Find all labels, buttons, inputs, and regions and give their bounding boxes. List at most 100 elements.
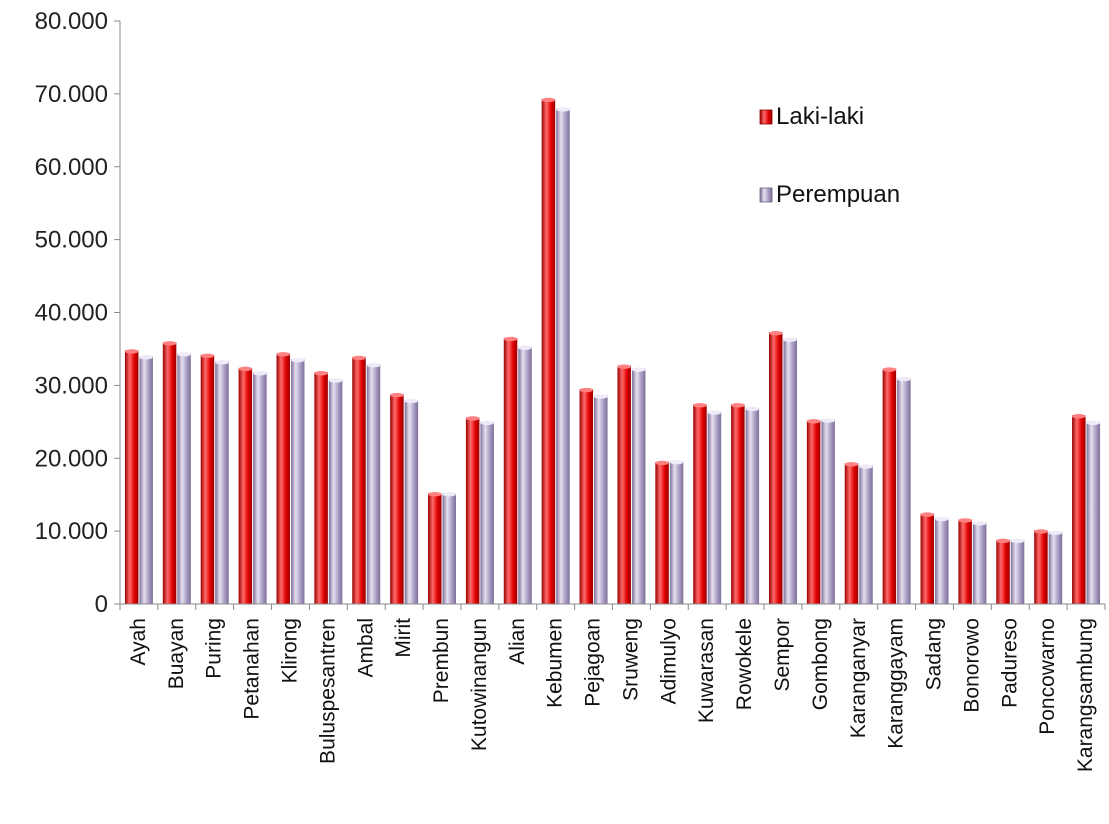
bar-laki-laki — [390, 394, 404, 604]
bar-laki-laki — [920, 513, 935, 604]
bar-perempuan — [821, 419, 835, 604]
legend: Laki-laki Perempuan — [759, 103, 900, 208]
bar-laki-laki — [693, 404, 707, 604]
bar-laki-laki — [314, 372, 328, 604]
x-tick-label: Pejagoan — [582, 618, 605, 707]
bar-laki-laki — [162, 342, 177, 604]
bar-laki-laki — [1034, 530, 1048, 604]
bar-laki-laki — [958, 519, 972, 604]
legend-label-perempuan: Perempuan — [776, 181, 900, 208]
bar-laki-laki — [731, 404, 745, 604]
x-tick-label: Poncowarno — [1036, 618, 1059, 735]
x-tick-label: Klirong — [278, 618, 301, 683]
x-tick-label: Buayan — [165, 618, 188, 689]
x-tick-label: Sadang — [923, 618, 946, 690]
bar-cap — [882, 367, 897, 372]
bar-cap — [290, 357, 305, 363]
bar-cap — [238, 366, 253, 372]
bar-perempuan — [328, 379, 343, 604]
bar-cap — [859, 464, 873, 469]
x-tick-label: Petanahan — [241, 618, 264, 720]
bar-laki-laki — [238, 367, 253, 604]
bar-laki-laki — [428, 493, 442, 604]
bar-cap — [579, 387, 594, 393]
x-tick-label: Bonorowo — [960, 618, 983, 713]
bar-cap — [465, 416, 480, 421]
bar-cap — [594, 394, 608, 399]
legend-swatch-perempuan — [759, 187, 773, 203]
bar-laki-laki — [541, 98, 556, 604]
bar-cap — [1034, 529, 1048, 534]
bar-perempuan — [1048, 531, 1063, 604]
bar-cap — [996, 538, 1010, 544]
x-tick-label: Karangsambung — [1074, 618, 1097, 772]
x-tick-label: Kutowinangun — [468, 618, 491, 751]
bar-laki-laki — [503, 338, 518, 604]
bar-cap — [1072, 414, 1086, 419]
legend-label-laki-laki: Laki-laki — [776, 103, 864, 130]
bar-cap — [745, 406, 760, 412]
x-tick-label: Puring — [203, 618, 226, 679]
bar-laki-laki — [617, 365, 631, 604]
bar-perempuan — [366, 364, 381, 604]
bar-cap — [731, 403, 745, 408]
legend-swatch-laki-laki — [759, 109, 773, 125]
x-tick-label: Alian — [506, 618, 529, 665]
bar-cap — [768, 330, 783, 336]
bar-cap — [1086, 420, 1101, 426]
bar-perempuan — [783, 338, 797, 604]
bar-cap — [844, 462, 859, 467]
bar-perempuan — [1086, 421, 1101, 604]
bar-laki-laki — [844, 463, 859, 604]
bar-cap — [177, 352, 191, 357]
bar-cap — [124, 349, 139, 354]
bar-cap — [821, 418, 835, 423]
bar-cap — [215, 360, 229, 365]
bar-cap — [253, 371, 267, 376]
x-tick-label: Kebumen — [544, 618, 567, 708]
bar-cap — [200, 353, 215, 358]
bar-perempuan — [177, 353, 191, 604]
bar-laki-laki — [124, 350, 139, 604]
bar-cap — [693, 403, 707, 408]
bar-cap — [1048, 530, 1063, 536]
x-tick-label: Rowokele — [733, 618, 756, 710]
bar-perempuan — [556, 108, 570, 604]
bar-cap — [503, 336, 518, 342]
bar-cap — [442, 492, 457, 497]
x-tick-label: Adimulyo — [657, 618, 680, 704]
bar-perempuan — [935, 518, 949, 604]
bar-perempuan — [480, 421, 494, 604]
bar-cap — [958, 518, 972, 523]
x-tick-label: Gombong — [809, 618, 832, 710]
bar-cap — [314, 371, 328, 376]
bar-perempuan — [631, 368, 646, 604]
bar-cap — [806, 419, 821, 424]
bar-cap — [390, 392, 404, 398]
bar-cap — [1010, 538, 1025, 544]
x-tick-label: Kuwarasan — [695, 618, 718, 723]
x-tick-label: Karanggayam — [885, 618, 908, 749]
bar-cap — [972, 521, 987, 526]
bar-perempuan — [518, 346, 532, 604]
bar-laki-laki — [806, 420, 821, 604]
bar-perempuan — [253, 372, 267, 604]
bar-cap — [631, 367, 646, 372]
bar-perempuan — [745, 407, 760, 604]
bar-perempuan — [859, 465, 873, 604]
bar-cap — [920, 512, 935, 517]
x-tick-label: Sempor — [771, 618, 794, 692]
bar-perempuan — [897, 378, 911, 604]
y-tick-label: 0 — [95, 591, 108, 618]
bar-cap — [935, 516, 949, 522]
x-axis: Ayah Buayan Puring Petanahan Klirong Buluspes… — [119, 603, 1106, 772]
bar-cap — [556, 107, 570, 112]
bar-cap — [328, 378, 343, 383]
x-tick-label: Karanganyar — [847, 618, 870, 738]
x-tick-label: Mirit — [392, 618, 415, 658]
bar-cap — [897, 376, 911, 382]
bar-cap — [480, 420, 494, 426]
x-tick-label: Padureso — [998, 618, 1021, 708]
bar-perempuan — [669, 461, 684, 604]
